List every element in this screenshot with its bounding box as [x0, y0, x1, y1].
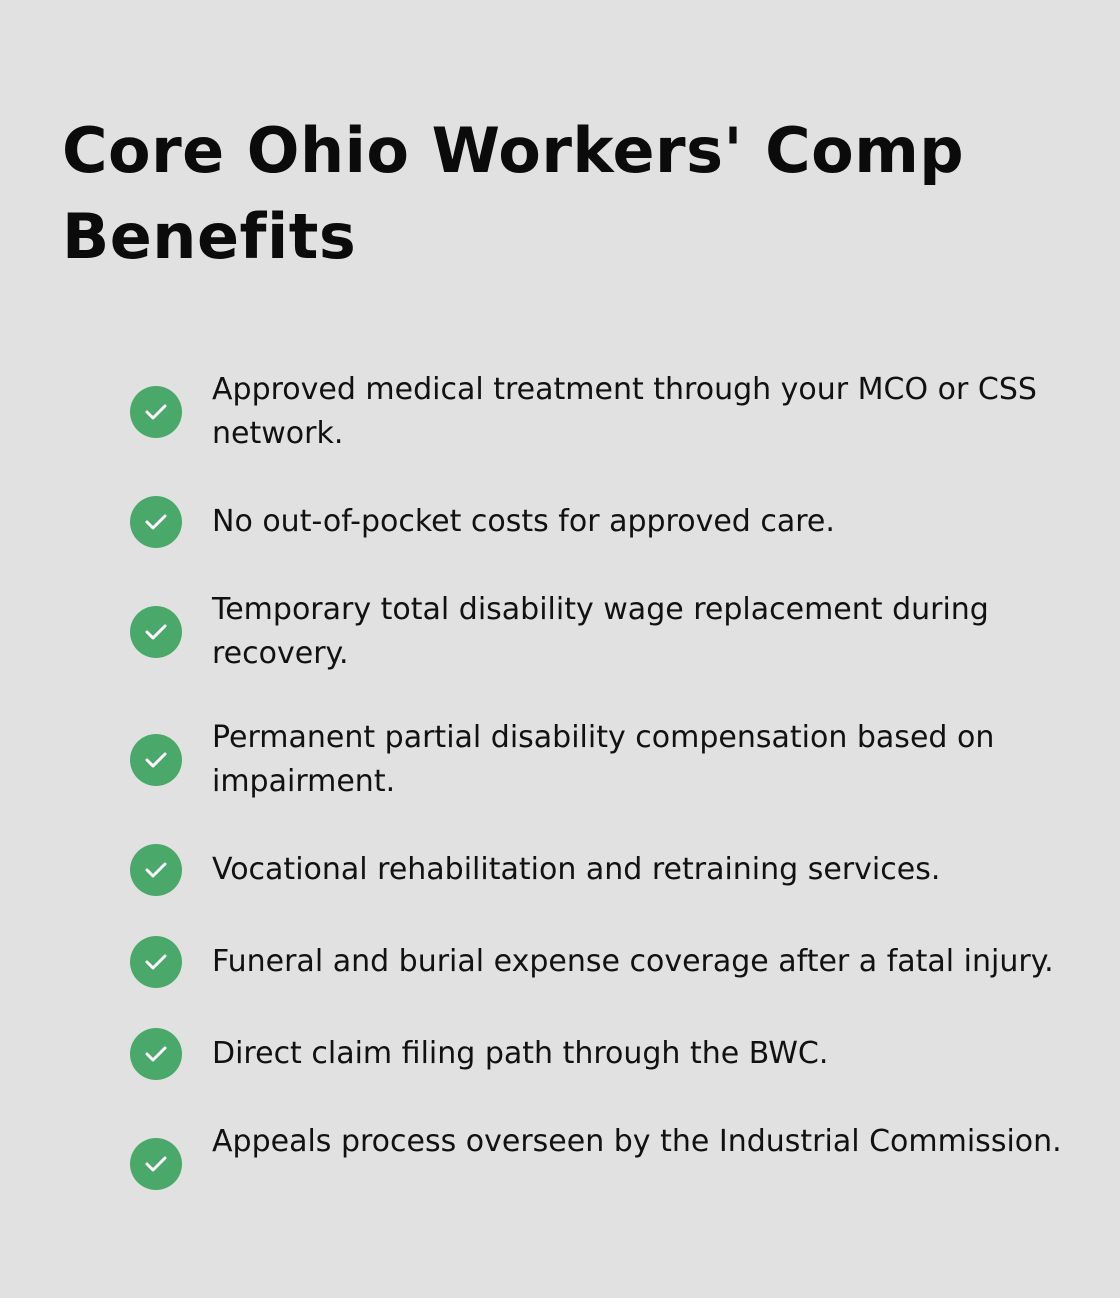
list-item-label: Vocational rehabilitation and retraining… [212, 852, 941, 887]
check-circle-icon [130, 386, 182, 438]
check-circle-icon [130, 1028, 182, 1080]
check-circle-icon [130, 496, 182, 548]
check-circle-icon [130, 734, 182, 786]
list-item-label: No out-of-pocket costs for approved care… [212, 504, 835, 539]
check-circle-icon [130, 1138, 182, 1190]
check-circle-icon [130, 936, 182, 988]
page-title: Core Ohio Workers' Comp Benefits [62, 114, 965, 273]
check-circle-icon [130, 606, 182, 658]
list-item-label: Temporary total disability wage replacem… [212, 592, 989, 671]
list-item-label: Funeral and burial expense coverage afte… [212, 944, 1054, 979]
list-item-label: Approved medical treatment through your … [212, 372, 1037, 451]
list-item-label: Direct claim filing path through the BWC… [212, 1036, 829, 1071]
check-circle-icon [130, 844, 182, 896]
list-item-label: Appeals process overseen by the Industri… [212, 1124, 1062, 1159]
list-item-label: Permanent partial disability compensatio… [212, 720, 995, 799]
